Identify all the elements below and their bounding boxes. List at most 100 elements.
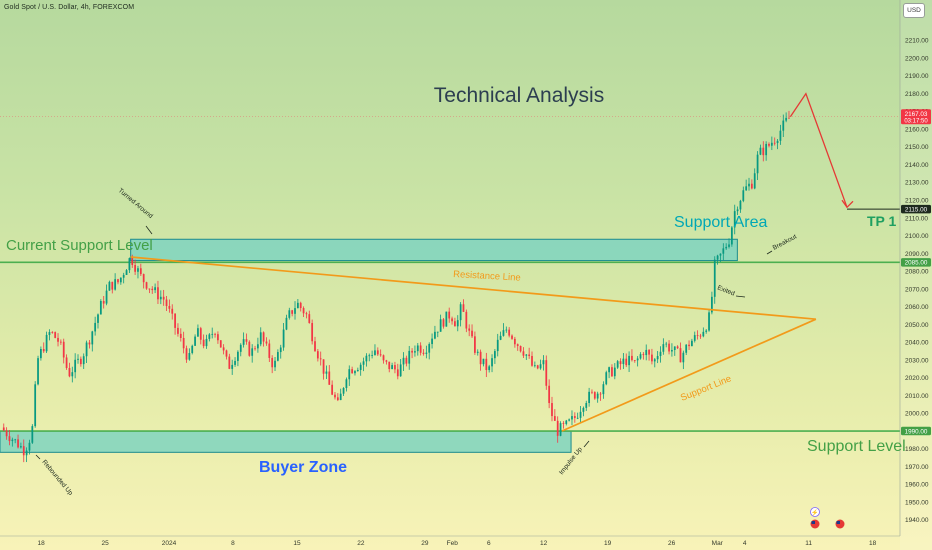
lightning-event-icon[interactable]: ⚡ xyxy=(810,507,820,517)
candle-body xyxy=(122,274,125,278)
candle-body xyxy=(668,343,670,352)
price-tick-label: 2150.00 xyxy=(905,144,929,151)
candle-body xyxy=(511,335,513,339)
candle-body xyxy=(768,143,770,146)
candle-body xyxy=(354,371,356,374)
price-tick-label: 1960.00 xyxy=(905,482,929,489)
candle-body xyxy=(616,361,619,368)
price-axis: 1940.00 1950.00 1960.00 1970.00 1980.00 1990.… xyxy=(899,0,932,550)
candle-body xyxy=(648,349,650,355)
candle-body xyxy=(174,313,176,328)
current-price-tag-text: 2167.03 xyxy=(905,111,928,118)
candle-body xyxy=(108,281,111,291)
candle-body xyxy=(508,329,511,336)
candle-body xyxy=(665,343,668,345)
candle-body xyxy=(145,282,148,289)
candle-body xyxy=(102,301,105,304)
candle-body xyxy=(631,355,633,361)
candle-body xyxy=(99,301,102,315)
price-axis-bg[interactable] xyxy=(900,0,932,550)
candle-body xyxy=(785,117,788,121)
candle-body xyxy=(222,347,225,351)
candle-body xyxy=(439,319,442,332)
candle-body xyxy=(199,328,202,340)
candle-body xyxy=(471,330,473,337)
candle-body xyxy=(662,344,665,352)
candle-body xyxy=(593,392,596,399)
candle-body xyxy=(17,439,19,448)
candle-body xyxy=(411,350,413,353)
candle-body xyxy=(659,351,662,357)
candle-body xyxy=(542,360,545,365)
candle-body xyxy=(628,355,630,366)
candle-body xyxy=(85,342,88,357)
candle-body xyxy=(217,334,219,341)
candle-body xyxy=(25,450,28,456)
time-tick-label: 26 xyxy=(668,540,676,547)
candle-body xyxy=(459,304,462,321)
candle-body xyxy=(579,411,582,418)
currency-button[interactable]: USD xyxy=(903,3,925,18)
candle-body xyxy=(34,384,37,427)
candle-body xyxy=(2,427,5,431)
candle-body xyxy=(625,358,628,366)
candle-body xyxy=(476,351,479,353)
support-price-tag xyxy=(901,426,931,436)
candle-body xyxy=(468,328,471,331)
candle-body xyxy=(556,420,559,436)
us-flag-event-icon[interactable] xyxy=(810,519,820,529)
candle-body xyxy=(117,279,119,283)
svg-text:⚡: ⚡ xyxy=(811,509,818,517)
candle-body xyxy=(685,344,688,353)
candle-body xyxy=(40,348,42,359)
candle-body xyxy=(716,255,719,260)
candle-body xyxy=(94,322,97,332)
candle-body xyxy=(228,356,231,369)
support-level-label: Support Level xyxy=(807,438,906,455)
candle-body xyxy=(636,358,639,361)
candle-body xyxy=(496,339,499,352)
candle-body xyxy=(619,361,622,365)
resistance-trendline xyxy=(130,256,817,321)
candle-body xyxy=(374,350,376,355)
candle-body xyxy=(513,338,516,345)
candle-body xyxy=(5,430,8,437)
time-tick-label: 12 xyxy=(540,540,548,547)
candle-body xyxy=(613,367,616,377)
candle-body xyxy=(171,308,174,314)
candle-body xyxy=(219,340,222,348)
candle-body xyxy=(419,345,422,353)
candle-body xyxy=(242,339,245,345)
price-tick-label: 2160.00 xyxy=(905,126,929,133)
candle-body xyxy=(522,351,525,356)
candle-body xyxy=(77,358,79,360)
price-tick-label: 2010.00 xyxy=(905,393,929,400)
candle-body xyxy=(59,341,62,343)
candle-body xyxy=(54,332,57,338)
candle-body xyxy=(602,384,605,395)
candle-body xyxy=(185,348,188,360)
candle-body xyxy=(31,426,34,443)
price-tick-label: 2140.00 xyxy=(905,162,929,169)
support-price-tag-text: 1990.00 xyxy=(905,428,928,435)
candle-body xyxy=(342,388,345,394)
candle-body xyxy=(162,296,165,300)
tp-price-tag-text: 2115.00 xyxy=(905,206,928,213)
time-tick-label: 4 xyxy=(743,540,747,547)
candle-body xyxy=(396,369,399,377)
candle-body xyxy=(416,345,419,352)
candle-body xyxy=(462,304,465,312)
candle-body xyxy=(65,357,68,369)
candle-body xyxy=(119,277,122,283)
us-flag-event-icon[interactable] xyxy=(835,519,845,529)
candle-body xyxy=(179,333,182,338)
time-tick-label: 29 xyxy=(421,540,429,547)
candle-body xyxy=(142,274,145,283)
tp1-label: TP 1 xyxy=(867,213,897,229)
price-tick-label: 1980.00 xyxy=(905,446,929,453)
price-tick-label: 2100.00 xyxy=(905,233,929,240)
exited-note: Exited xyxy=(716,284,736,297)
candle-body xyxy=(539,364,542,369)
candle-body xyxy=(74,359,77,373)
